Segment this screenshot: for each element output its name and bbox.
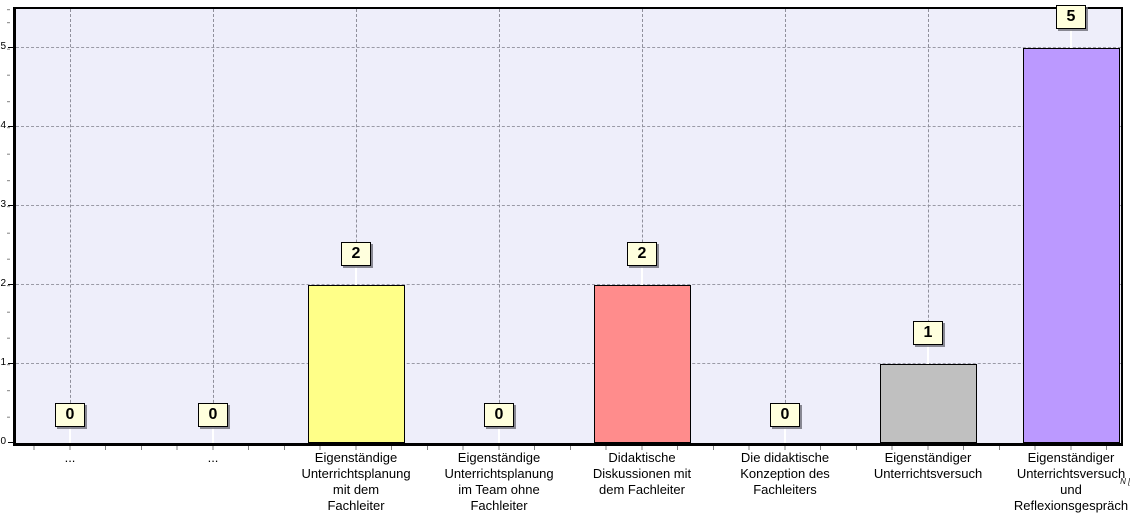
y-axis: 0 1 2 3 4 5 bbox=[0, 9, 13, 447]
bar-6 bbox=[879, 364, 977, 443]
y-gridline bbox=[16, 284, 1121, 286]
value-connector-line bbox=[641, 266, 643, 286]
value-label: 0 bbox=[198, 403, 228, 427]
category-note-annotation: N [5] bbox=[1120, 477, 1130, 486]
value-label: 5 bbox=[1056, 5, 1086, 30]
y-gridline bbox=[16, 205, 1121, 207]
value-connector-line bbox=[498, 427, 500, 443]
x-gridline bbox=[499, 9, 500, 443]
category-label: Eigenständiger Unterrichtsversuch und Re… bbox=[991, 450, 1130, 514]
y-axis-tick bbox=[8, 205, 13, 207]
category-label: ... bbox=[207, 450, 219, 465]
value-connector-line bbox=[1070, 29, 1072, 49]
y-axis-tick bbox=[8, 126, 13, 128]
value-connector-line bbox=[69, 427, 71, 443]
category-label: ... bbox=[64, 450, 76, 465]
value-label: 0 bbox=[484, 403, 514, 427]
y-gridline bbox=[16, 126, 1121, 128]
value-label: 0 bbox=[770, 403, 800, 427]
x-gridline bbox=[356, 9, 357, 443]
x-gridline bbox=[70, 9, 71, 443]
y-axis-tick-label: 2 bbox=[0, 278, 6, 290]
bar-2 bbox=[307, 285, 405, 443]
value-connector-line bbox=[355, 266, 357, 286]
y-gridline bbox=[16, 47, 1121, 49]
x-gridline bbox=[642, 9, 643, 443]
value-label: 1 bbox=[913, 321, 943, 346]
value-label: 0 bbox=[55, 403, 85, 427]
value-connector-line bbox=[927, 345, 929, 365]
y-axis-tick-label: 5 bbox=[0, 41, 6, 53]
bar-7 bbox=[1022, 48, 1120, 443]
category-label: Eigenständiger Unterrichtsversuch bbox=[873, 450, 983, 481]
y-axis-tick-label: 0 bbox=[0, 436, 6, 447]
y-gridline bbox=[16, 363, 1121, 365]
y-axis-tick-label: 1 bbox=[0, 357, 6, 369]
y-axis-tick-label: 4 bbox=[0, 120, 6, 132]
y-axis-tick bbox=[8, 442, 13, 443]
plot-inner: 0 0 2 0 2 0 1 5 bbox=[16, 5, 1121, 443]
category-label: Didaktische Diskussionen mit dem Fachlei… bbox=[592, 450, 692, 497]
y-axis-tick bbox=[8, 47, 13, 49]
x-gridline bbox=[213, 9, 214, 443]
category-label: Eigenständige Unterrichtsplanung mit dem… bbox=[301, 450, 411, 513]
category-label: Die didaktische Konzeption des Fachleite… bbox=[740, 450, 830, 497]
x-axis-minor-ticks bbox=[16, 446, 1121, 450]
bar-4 bbox=[593, 285, 691, 443]
category-label: Eigenständige Unterrichtsplanung im Team… bbox=[444, 450, 554, 513]
plot-area: 0 0 2 0 2 0 1 5 bbox=[13, 5, 1123, 446]
value-connector-line bbox=[212, 427, 214, 443]
x-gridline bbox=[928, 9, 929, 443]
y-axis-tick bbox=[8, 363, 13, 365]
value-label: 2 bbox=[341, 242, 371, 267]
y-axis-minor-ticks bbox=[7, 9, 10, 443]
y-axis-tick-label: 3 bbox=[0, 199, 6, 211]
x-gridline bbox=[785, 9, 786, 443]
value-connector-line bbox=[784, 427, 786, 443]
y-axis-tick bbox=[8, 284, 13, 286]
value-label: 2 bbox=[627, 242, 657, 267]
